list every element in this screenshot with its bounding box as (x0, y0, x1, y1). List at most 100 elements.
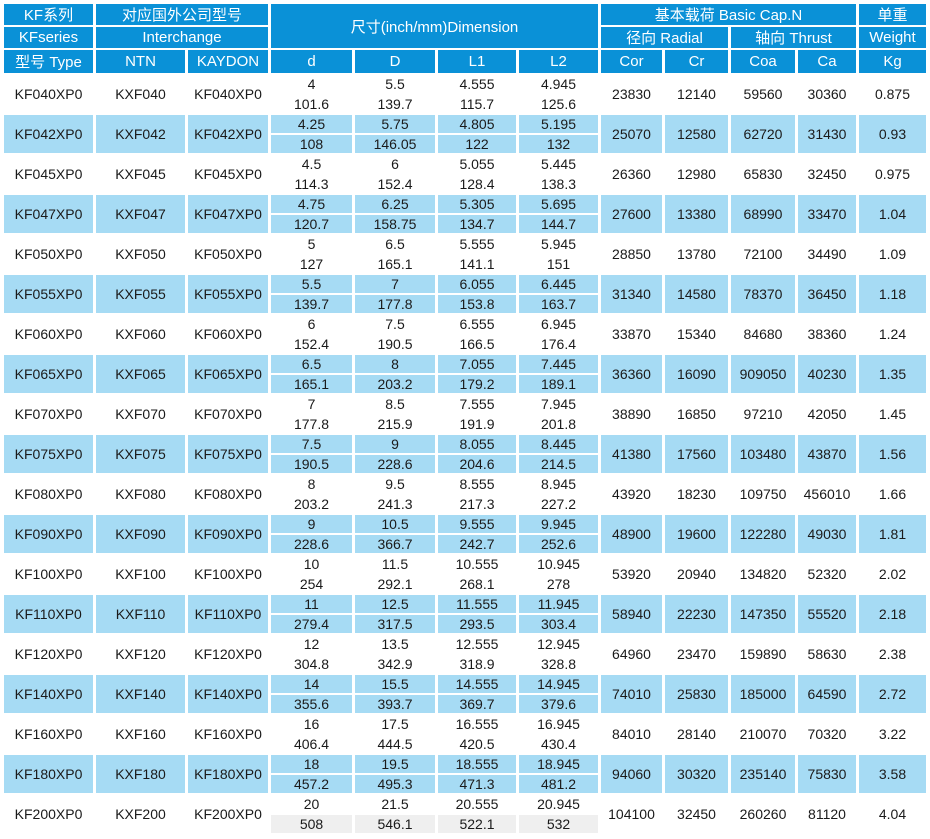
cell-coa: 909050 (731, 355, 795, 393)
cell-d: 20 508 (271, 795, 352, 833)
value-inch: 7.555 (459, 396, 495, 412)
value-mm: 430.4 (540, 736, 577, 752)
header-col-ca: Ca (798, 50, 856, 73)
cell-d: 7 177.8 (271, 395, 352, 433)
value-inch: 5.305 (438, 195, 516, 213)
cell-cr: 16850 (677, 406, 716, 422)
cell-cor: 94060 (601, 755, 662, 793)
cell-type: KF120XP0 (14, 646, 83, 662)
table-row: KF200XP0 KXF200 KF200XP0 20 508 21.5 546… (4, 795, 926, 833)
value-inch: 6.555 (459, 316, 495, 332)
cell-cr: 13780 (677, 246, 716, 262)
cell-cr: 19600 (665, 515, 728, 553)
value-mm: 369.7 (438, 695, 516, 713)
cell-d: 12 304.8 (271, 635, 352, 673)
value-mm: 228.6 (355, 455, 435, 473)
value-mm: 101.6 (293, 96, 330, 112)
value-mm: 144.7 (519, 215, 598, 233)
value-mm: 139.7 (271, 295, 352, 313)
cell-dd: 12.5 317.5 (355, 595, 435, 633)
cell-ntn: KXF110 (96, 595, 185, 633)
value-mm: 204.6 (438, 455, 516, 473)
cell-ca: 55520 (798, 595, 856, 633)
value-inch: 4 (307, 76, 316, 92)
cell-cor: 36360 (601, 355, 662, 393)
value-mm: 128.4 (459, 176, 495, 192)
cell-d: 5 127 (271, 235, 352, 273)
cell-coa: 84680 (743, 326, 783, 342)
cell-ntn: KXF075 (96, 435, 185, 473)
cell-coa: 109750 (739, 486, 787, 502)
cell-dd: 21.5 546.1 (355, 795, 435, 833)
cell-d: 6.5 165.1 (271, 355, 352, 393)
table-row: KF050XP0 KXF050 KF050XP0 5 127 6.5 165.1… (4, 235, 926, 273)
value-inch: 5.055 (459, 156, 495, 172)
value-inch: 9 (355, 435, 435, 453)
cell-d: 9 228.6 (271, 515, 352, 553)
cell-ca: 32450 (807, 166, 847, 182)
cell-ca: 34490 (807, 246, 847, 262)
cell-cr: 28140 (677, 726, 716, 742)
cell-l1: 8.055 204.6 (438, 435, 516, 473)
value-mm: 268.1 (459, 576, 495, 592)
value-inch: 5.5 (271, 275, 352, 293)
cell-coa: 235140 (731, 755, 795, 793)
cell-d: 10 254 (271, 555, 352, 593)
cell-type: KF200XP0 (14, 806, 83, 822)
cell-kaydon: KF160XP0 (194, 726, 262, 742)
cell-dd: 8 203.2 (355, 355, 435, 393)
cell-kg: 1.24 (878, 326, 907, 342)
table-row: KF080XP0 KXF080 KF080XP0 8 203.2 9.5 241… (4, 475, 926, 513)
cell-cor: 41380 (601, 435, 662, 473)
cell-l1: 7.555 191.9 (438, 395, 516, 433)
table-row: KF100XP0 KXF100 KF100XP0 10 254 11.5 292… (4, 555, 926, 593)
value-mm: 190.5 (271, 455, 352, 473)
cell-kg: 1.09 (878, 246, 907, 262)
value-mm: 508 (271, 815, 352, 833)
cell-type: KF140XP0 (4, 675, 93, 713)
cell-coa: 59560 (743, 86, 783, 102)
cell-cor: 43920 (612, 486, 651, 502)
cell-ca: 33470 (798, 195, 856, 233)
cell-type: KF042XP0 (4, 115, 93, 153)
cell-type: KF100XP0 (14, 566, 83, 582)
cell-ca: 58630 (807, 646, 847, 662)
cell-cor: 48900 (601, 515, 662, 553)
value-inch: 16.945 (537, 716, 580, 732)
value-inch: 10.555 (455, 556, 499, 572)
cell-cr: 14580 (665, 275, 728, 313)
value-inch: 11.5 (381, 556, 409, 572)
value-mm: 203.2 (293, 496, 330, 512)
cell-d: 16 406.4 (271, 715, 352, 753)
value-mm: 303.4 (519, 615, 598, 633)
value-inch: 11.945 (519, 595, 598, 613)
cell-dd: 5.75 146.05 (355, 115, 435, 153)
cell-d: 7.5 190.5 (271, 435, 352, 473)
value-inch: 18 (271, 755, 352, 773)
cell-l2: 20.945 532 (519, 795, 598, 833)
cell-ntn: KXF100 (115, 566, 166, 582)
cell-kaydon: KF075XP0 (188, 435, 268, 473)
value-inch: 6 (391, 156, 399, 172)
cell-l1: 4.805 122 (438, 115, 516, 153)
cell-cr: 23470 (677, 646, 716, 662)
cell-dd: 11.5 292.1 (355, 555, 435, 593)
cell-coa: 62720 (731, 115, 795, 153)
cell-l2: 6.445 163.7 (519, 275, 598, 313)
cell-type: KF065XP0 (4, 355, 93, 393)
cell-d: 8 203.2 (271, 475, 352, 513)
value-inch: 8 (307, 476, 316, 492)
value-inch: 20.945 (537, 796, 580, 812)
value-mm: 393.7 (355, 695, 435, 713)
header-interchange-zh: 对应国外公司型号 (96, 4, 268, 25)
value-inch: 8 (355, 355, 435, 373)
cell-coa: 72100 (743, 246, 783, 262)
value-mm: 342.9 (377, 656, 413, 672)
header-ntn: NTN (96, 50, 185, 73)
value-mm: 203.2 (355, 375, 435, 393)
cell-kg: 1.81 (859, 515, 926, 553)
cell-l2: 11.945 303.4 (519, 595, 598, 633)
value-mm: 522.1 (438, 815, 516, 833)
cell-kg: 2.38 (878, 646, 907, 662)
cell-ca: 52320 (807, 566, 847, 582)
